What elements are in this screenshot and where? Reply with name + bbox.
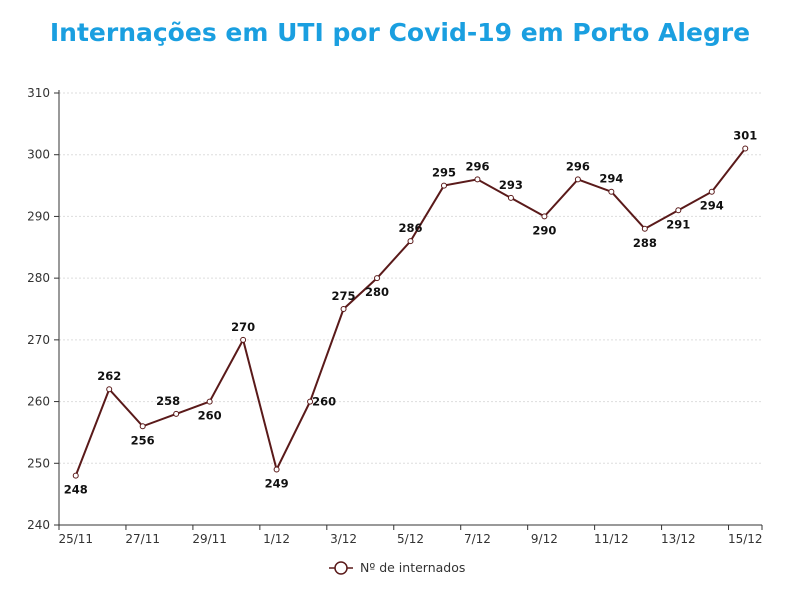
- data-label: 256: [131, 433, 155, 447]
- y-tick-label: 240: [27, 518, 50, 532]
- data-point: [708, 188, 715, 195]
- y-tick-label: 280: [27, 271, 50, 285]
- data-label: 270: [231, 320, 255, 334]
- data-point: [407, 238, 414, 245]
- y-tick-label: 300: [27, 148, 50, 162]
- chart-title: Internações em UTI por Covid-19 em Porto…: [49, 18, 751, 47]
- x-tick-label: 7/12: [464, 532, 491, 546]
- data-point: [240, 336, 247, 343]
- y-tick-label: 310: [27, 86, 50, 100]
- data-point: [273, 466, 280, 473]
- data-label: 260: [312, 395, 336, 409]
- data-label: 296: [566, 159, 590, 173]
- data-point: [173, 410, 180, 417]
- data-label: 262: [97, 369, 121, 383]
- data-label: 291: [666, 217, 690, 231]
- data-point: [507, 194, 514, 201]
- data-label: 286: [398, 221, 422, 235]
- x-tick-label: 25/11: [58, 532, 93, 546]
- data-label: 295: [432, 166, 456, 180]
- data-point: [206, 398, 213, 405]
- data-label: 288: [633, 236, 657, 250]
- x-tick-label: 15/12: [728, 532, 763, 546]
- data-point: [340, 306, 347, 312]
- data-label: 301: [733, 129, 757, 143]
- data-point: [139, 423, 146, 430]
- data-label: 258: [156, 394, 180, 408]
- data-point: [72, 472, 79, 479]
- y-tick-label: 270: [27, 333, 50, 347]
- data-point: [742, 145, 749, 152]
- data-point: [307, 398, 314, 405]
- data-label: 260: [198, 409, 222, 423]
- x-tick-label: 11/12: [594, 532, 629, 546]
- x-tick-label: 27/11: [125, 532, 160, 546]
- y-tick-label: 290: [27, 209, 50, 223]
- data-label: 294: [599, 172, 623, 186]
- data-label: 294: [700, 199, 724, 213]
- data-point: [440, 182, 447, 189]
- x-tick-label: 29/11: [192, 532, 227, 546]
- data-label: 280: [365, 285, 389, 299]
- data-label: 249: [265, 476, 289, 490]
- legend-marker-icon: [334, 561, 348, 575]
- series-line: [74, 147, 747, 476]
- y-tick-label: 260: [27, 395, 50, 409]
- x-tick-label: 9/12: [531, 532, 558, 546]
- x-tick-label: 1/12: [263, 532, 290, 546]
- data-label: 275: [332, 289, 356, 303]
- data-point: [541, 213, 548, 220]
- data-label: 296: [465, 159, 489, 173]
- data-point: [675, 207, 682, 214]
- x-tick-label: 13/12: [661, 532, 696, 546]
- data-point: [474, 176, 481, 183]
- data-label: 293: [499, 178, 523, 192]
- x-tick-label: 5/12: [397, 532, 424, 546]
- data-point: [608, 188, 615, 195]
- y-tick-label: 250: [27, 456, 50, 470]
- data-label: 290: [532, 223, 556, 237]
- data-point: [374, 275, 381, 282]
- data-point: [641, 225, 648, 232]
- x-tick-label: 3/12: [330, 532, 357, 546]
- data-point: [106, 386, 113, 393]
- legend-label: Nº de internados: [360, 560, 465, 575]
- data-point: [574, 176, 581, 183]
- data-label: 248: [64, 483, 88, 497]
